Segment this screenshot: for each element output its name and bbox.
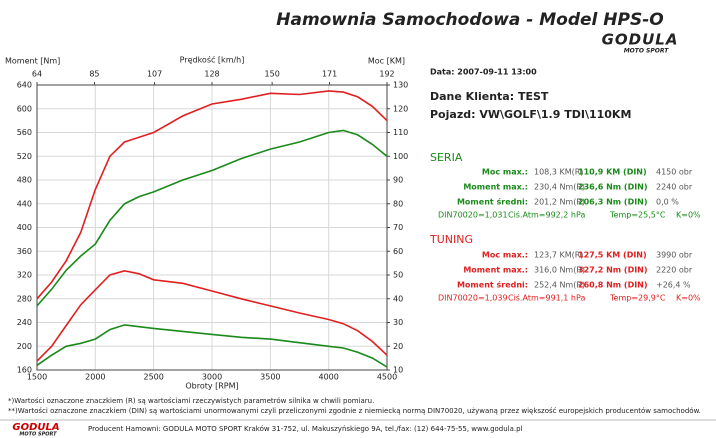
report-title: Hamownia Samochodowa - Model HPS-O xyxy=(276,10,663,30)
x2-tick-label: 128 xyxy=(204,70,219,79)
y2-tick-label: 130 xyxy=(393,81,408,90)
condition: DIN70020=1,039 xyxy=(438,294,508,303)
y2-tick-label: 40 xyxy=(393,294,403,303)
series-line xyxy=(36,324,388,368)
stat-cell: 2240 obr xyxy=(656,183,693,192)
y2-tick-label: 10 xyxy=(393,366,403,375)
stat-cell: 260,8 Nm (DIN) xyxy=(578,281,648,290)
y-tick-label: 400 xyxy=(17,223,32,232)
stat-cell: 316,0 Nm(R) xyxy=(534,266,585,275)
y-tick-label: 200 xyxy=(17,342,32,351)
y2-tick-label: 80 xyxy=(393,199,403,208)
y2-tick-label: 30 xyxy=(393,318,403,327)
series-line xyxy=(36,129,388,307)
y-tick-label: 600 xyxy=(17,104,32,113)
y2-tick-label: 20 xyxy=(393,342,403,351)
stat-cell: Moc max.: xyxy=(482,168,528,177)
y-tick-label: 360 xyxy=(17,247,32,256)
stat-cell: Moment średni: xyxy=(457,280,528,290)
condition: Temp=29,9°C xyxy=(609,294,666,303)
condition: Ciś.Atm=991,1 hPa xyxy=(508,293,585,303)
x-axis-label: Obroty [RPM] xyxy=(185,382,238,391)
x2-tick-label: 107 xyxy=(147,70,162,79)
plot-frame xyxy=(36,84,388,371)
condition: K=0% xyxy=(676,294,701,303)
logo-sub: MOTO SPORT xyxy=(624,48,670,55)
y2-axis-label: Moc [KM] xyxy=(368,57,405,66)
condition: DIN70020=1,031 xyxy=(438,211,508,220)
x-tick-label: 2500 xyxy=(143,373,163,382)
x-tick-label: 4000 xyxy=(318,373,338,382)
x2-tick-label: 150 xyxy=(265,70,280,79)
stat-cell: 206,3 Nm (DIN) xyxy=(578,198,648,207)
stat-cell: 236,6 Nm (DIN) xyxy=(578,183,648,192)
x2-tick-label: 85 xyxy=(89,70,99,79)
x2-tick-label: 171 xyxy=(322,70,337,79)
x-tick-label: 3500 xyxy=(260,373,280,382)
date: Data: 2007-09-11 13:00 xyxy=(430,68,537,77)
x2-axis-label: Prędkość [km/h] xyxy=(180,55,245,65)
logo: GODULA xyxy=(602,31,679,49)
seria-title: SERIA xyxy=(430,151,463,164)
y-tick-label: 440 xyxy=(17,199,32,208)
stat-cell: 4150 obr xyxy=(656,168,693,177)
y2-tick-label: 70 xyxy=(393,223,403,232)
stat-cell: 230,4 Nm(R) xyxy=(534,183,585,192)
series-line xyxy=(36,269,388,362)
footer-logo: GODULA xyxy=(12,422,59,433)
stat-cell: 108,3 KM(R) xyxy=(534,168,583,177)
y-tick-label: 480 xyxy=(17,176,32,185)
y-tick-label: 320 xyxy=(17,271,32,280)
y-tick-label: 560 xyxy=(17,128,32,137)
y-tick-label: 240 xyxy=(17,318,32,327)
stat-cell: 127,5 KM (DIN) xyxy=(578,251,647,260)
series-line xyxy=(36,90,388,300)
footnote: **)Wartości oznaczone znaczkiem (DIN) są… xyxy=(8,407,701,415)
stat-cell: 123,7 KM(R) xyxy=(534,251,583,260)
stat-cell: +26,4 % xyxy=(656,281,691,290)
y2-tick-label: 50 xyxy=(393,271,403,280)
footer-logo-sub: MOTO SPORT xyxy=(19,432,57,438)
condition: Ciś.Atm=992,2 hPa xyxy=(508,210,585,220)
y2-tick-label: 110 xyxy=(393,128,408,137)
x-tick-label: 4500 xyxy=(377,373,397,382)
y-tick-label: 520 xyxy=(17,152,32,161)
y2-tick-label: 100 xyxy=(393,152,408,161)
stat-cell: Moment max.: xyxy=(463,266,528,275)
condition: K=0% xyxy=(676,211,701,220)
x2-tick-label: 64 xyxy=(32,70,42,79)
condition: Temp=25,5°C xyxy=(609,211,666,220)
y-axis-label: Moment [Nm] xyxy=(5,57,60,66)
y2-tick-label: 90 xyxy=(393,176,403,185)
stat-cell: 3990 obr xyxy=(656,251,693,260)
stat-cell: 327,2 Nm (DIN) xyxy=(578,266,648,275)
footnote: *)Wartości oznaczone znaczkiem (R) są wa… xyxy=(8,397,374,405)
tuning-title: TUNING xyxy=(429,233,473,246)
y-tick-label: 160 xyxy=(17,366,32,375)
stat-cell: Moc max.: xyxy=(482,251,528,260)
x-tick-label: 1500 xyxy=(27,373,47,382)
y-tick-label: 640 xyxy=(17,81,32,90)
stat-cell: 252,4 Nm(R) xyxy=(534,281,585,290)
y2-tick-label: 60 xyxy=(393,247,403,256)
y-tick-label: 280 xyxy=(17,294,32,303)
y2-tick-label: 120 xyxy=(393,104,408,113)
stat-cell: Moment średni: xyxy=(457,197,528,207)
stat-cell: Moment max.: xyxy=(463,183,528,192)
stat-cell: 110,9 KM (DIN) xyxy=(578,168,647,177)
client: Dane Klienta: TEST xyxy=(430,90,549,103)
x-tick-label: 3000 xyxy=(202,373,222,382)
vehicle: Pojazd: VW\GOLF\1.9 TDI\110KM xyxy=(430,108,631,121)
stat-cell: 0,0 % xyxy=(656,198,679,207)
stat-cell: 201,2 Nm(R) xyxy=(534,198,585,207)
x-tick-label: 2000 xyxy=(85,373,105,382)
footer-text: Producent Hamowni: GODULA MOTO SPORT Kra… xyxy=(88,425,523,433)
stat-cell: 2220 obr xyxy=(656,266,693,275)
x2-tick-label: 192 xyxy=(379,70,394,79)
